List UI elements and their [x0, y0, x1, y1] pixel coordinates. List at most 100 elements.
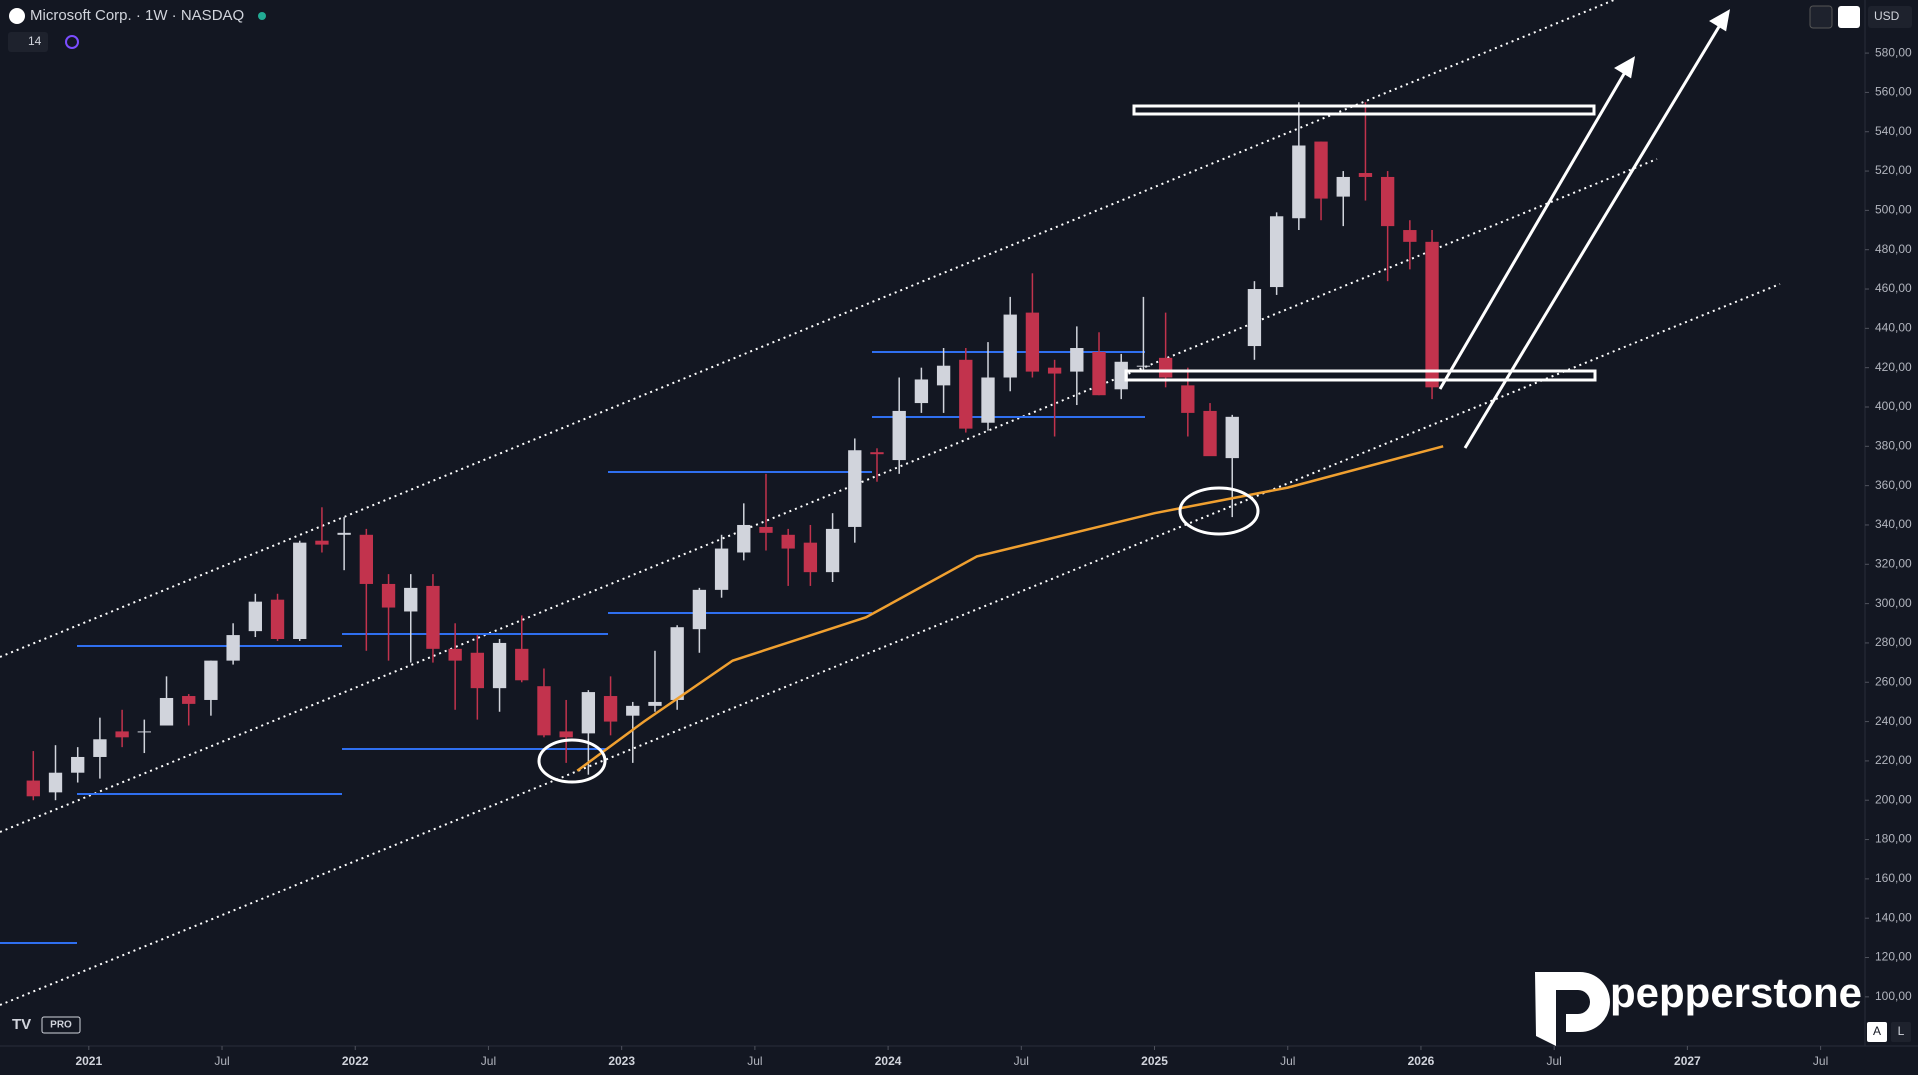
candle-body [914, 379, 929, 404]
candle-body [448, 648, 462, 661]
x-tick-label: 2024 [875, 1054, 902, 1068]
y-tick-label: 280,00 [1875, 635, 1912, 649]
candle-body [981, 377, 995, 423]
y-tick-label: 300,00 [1875, 596, 1912, 610]
candle-body [337, 532, 351, 535]
candle-body [559, 731, 573, 738]
fit-button[interactable] [1838, 6, 1860, 28]
candle-body [1269, 216, 1284, 288]
symbol-logo [9, 8, 25, 24]
candle-body [1358, 173, 1373, 177]
indicator-icon[interactable] [65, 35, 79, 49]
candle-body [1136, 365, 1151, 367]
candle-body [470, 652, 485, 689]
axes: 100,00 120,00 140,00 160,00 180,00 200,00 220,… [75, 45, 1912, 1068]
highlight-circle [1178, 486, 1260, 536]
candle-body [1403, 230, 1417, 242]
x-tick-label: 2027 [1674, 1054, 1701, 1068]
candle-body [492, 642, 507, 689]
x-tick-label: 2025 [1141, 1054, 1168, 1068]
x-tick-label: Jul [1813, 1054, 1828, 1068]
highlight-circle [537, 738, 607, 784]
y-tick-label: 240,00 [1875, 714, 1912, 728]
y-tick-label: 360,00 [1875, 478, 1912, 492]
candle-body [1292, 145, 1306, 219]
y-tick-label: 500,00 [1875, 203, 1912, 217]
candle-body [670, 627, 684, 700]
y-tick-label: 220,00 [1875, 753, 1912, 767]
candle-body [714, 548, 729, 590]
y-tick-label: 520,00 [1875, 163, 1912, 177]
currency-button[interactable] [1868, 6, 1912, 28]
candle-body [1114, 361, 1128, 390]
candle-body [248, 601, 262, 632]
candle-body [692, 589, 707, 630]
candle-body [137, 731, 151, 733]
annotations [537, 9, 1731, 784]
y-tick-label: 580,00 [1875, 45, 1912, 59]
y-tick-label: 400,00 [1875, 399, 1912, 413]
y-tick-label: 380,00 [1875, 438, 1912, 452]
y-tick-label: 560,00 [1875, 85, 1912, 99]
candle-body [1070, 348, 1084, 372]
auto-scale-label: A [1873, 1024, 1881, 1038]
badge-frame [41, 1016, 81, 1034]
candle-body [1247, 289, 1262, 347]
zone-box [1124, 369, 1597, 382]
y-tick-label: 200,00 [1875, 792, 1912, 806]
candle-body [603, 696, 618, 722]
x-tick-label: 2022 [342, 1054, 369, 1068]
candle-body [48, 772, 63, 793]
candle-body [1047, 367, 1062, 374]
badge-text: PRO [50, 1020, 72, 1031]
y-tick-label: 100,00 [1875, 989, 1912, 1003]
candle-body [870, 452, 884, 455]
candle-body [1314, 141, 1328, 199]
candle-body [648, 701, 662, 706]
brand-name: pepperstone [1610, 969, 1862, 1016]
candle-body [1025, 312, 1040, 372]
y-tick-label: 120,00 [1875, 950, 1912, 964]
channel-line [0, 0, 1615, 658]
candle-body [1003, 314, 1017, 378]
candle-body [71, 756, 85, 773]
candle-body [848, 450, 862, 527]
candle-body [293, 542, 307, 640]
arrow-line [1463, 19, 1725, 449]
candle-body [1225, 416, 1239, 459]
plot-area [26, 102, 1444, 801]
currency-label: USD [1874, 9, 1900, 23]
candle-body [959, 359, 973, 429]
candle-body [1336, 176, 1350, 197]
download-button[interactable] [1809, 5, 1833, 29]
candle-body [626, 705, 640, 716]
candle-body [825, 528, 840, 573]
candle-body [270, 599, 285, 640]
candle-body [93, 739, 107, 757]
candle-body [1181, 385, 1195, 413]
y-tick-label: 160,00 [1875, 871, 1912, 885]
candle-body [1092, 351, 1106, 396]
auto-scale-button[interactable] [1867, 1022, 1887, 1042]
y-tick-label: 460,00 [1875, 281, 1912, 295]
candle-body [426, 585, 440, 649]
indicator-count: 14 [28, 34, 42, 48]
candle-body [1380, 176, 1395, 227]
candle-body [226, 635, 240, 661]
x-tick-label: 2021 [75, 1054, 102, 1068]
candle-body [359, 534, 373, 584]
candle-body [315, 540, 329, 545]
arrow-head [1614, 56, 1636, 79]
indicator-chip[interactable] [8, 32, 48, 52]
candle-body [1158, 357, 1173, 378]
log-scale-button[interactable] [1891, 1022, 1911, 1042]
y-tick-label: 180,00 [1875, 832, 1912, 846]
candle-body [936, 365, 951, 386]
arrow-head [1709, 9, 1731, 32]
candle-body [26, 780, 40, 797]
y-tick-label: 320,00 [1875, 556, 1912, 570]
candle-body [381, 583, 396, 608]
brand-icon [1535, 972, 1610, 1046]
y-tick-label: 340,00 [1875, 517, 1912, 531]
